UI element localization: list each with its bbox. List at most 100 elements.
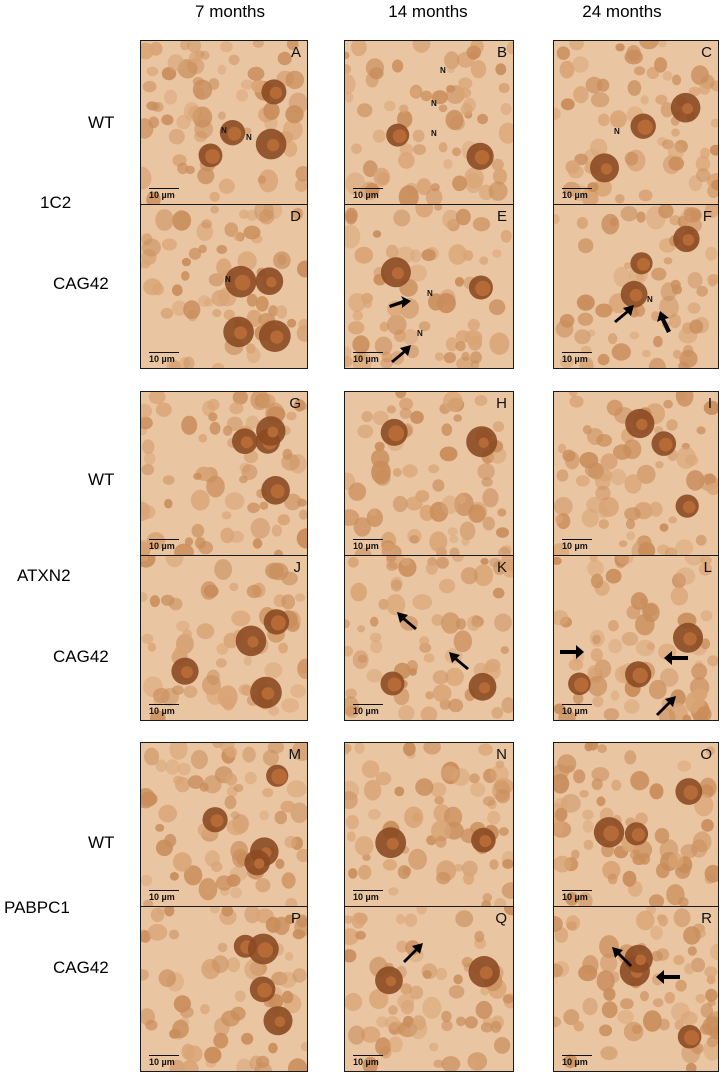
panel-letter: B bbox=[496, 44, 507, 61]
panel-letter: E bbox=[496, 208, 507, 225]
scale-bar: 10 µm bbox=[562, 890, 592, 902]
row-label-cag42-3: CAG42 bbox=[53, 958, 109, 977]
scale-bar: 10 µm bbox=[149, 890, 179, 902]
arrow-icon bbox=[397, 612, 417, 630]
nucleus-label: N bbox=[431, 129, 437, 138]
micrograph-panel-c: N C 10 µm bbox=[553, 40, 719, 205]
stain-label-pabpc1: PABPC1 bbox=[4, 898, 70, 917]
column-header-14-months: 14 months bbox=[388, 2, 468, 21]
panel-letter: P bbox=[290, 910, 301, 927]
micrograph-panel-q: Q 10 µm bbox=[344, 906, 514, 1072]
scale-bar: 10 µm bbox=[562, 352, 592, 364]
panel-letter: J bbox=[293, 559, 302, 576]
tissue-texture bbox=[554, 907, 718, 1071]
nucleus-label: N bbox=[225, 275, 231, 284]
arrow-icon bbox=[560, 645, 584, 659]
scale-bar: 10 µm bbox=[353, 890, 383, 902]
tissue-texture bbox=[345, 556, 513, 720]
tissue-texture bbox=[141, 392, 307, 555]
tissue-texture bbox=[554, 743, 718, 906]
scale-bar: 10 µm bbox=[149, 352, 179, 364]
tissue-texture bbox=[554, 392, 718, 555]
tissue-texture bbox=[345, 205, 512, 368]
row-label-wt-2: WT bbox=[88, 470, 115, 489]
micrograph-panel-a: N N A 10 µm bbox=[140, 40, 308, 205]
panel-letter: C bbox=[701, 44, 712, 61]
tissue-texture bbox=[554, 41, 718, 204]
arrow-icon bbox=[656, 696, 676, 716]
panel-letter: O bbox=[700, 746, 712, 763]
micrograph-panel-j: J 10 µm bbox=[140, 555, 308, 721]
scale-bar: 10 µm bbox=[149, 188, 179, 200]
scale-bar: 10 µm bbox=[562, 1055, 592, 1067]
panel-letter: F bbox=[702, 208, 712, 225]
tissue-texture bbox=[141, 205, 307, 368]
tissue-texture bbox=[554, 556, 718, 720]
tissue-texture bbox=[141, 556, 307, 720]
panel-letter: M bbox=[288, 746, 302, 763]
micrograph-panel-p: P 10 µm bbox=[140, 906, 308, 1072]
scale-bar: 10 µm bbox=[562, 704, 592, 716]
scale-bar: 10 µm bbox=[353, 352, 383, 364]
arrow-icon bbox=[389, 296, 411, 308]
tissue-texture bbox=[345, 41, 513, 204]
nucleus-label: N bbox=[417, 329, 423, 338]
micrograph-panel-l: L 10 µm bbox=[553, 555, 719, 721]
micrograph-panel-o: O 10 µm bbox=[553, 742, 719, 907]
column-header-7-months: 7 months bbox=[195, 2, 265, 21]
row-label-cag42-2: CAG42 bbox=[53, 647, 109, 666]
panel-letter: G bbox=[289, 395, 301, 412]
stain-label-1c2: 1C2 bbox=[40, 193, 72, 212]
micrograph-panel-d: N D 10 µm bbox=[140, 204, 308, 369]
arrow-icon bbox=[449, 652, 469, 670]
scale-bar: 10 µm bbox=[562, 539, 592, 551]
tissue-texture bbox=[345, 743, 513, 906]
scale-bar: 10 µm bbox=[353, 704, 383, 716]
arrow-icon bbox=[614, 305, 634, 323]
arrow-icon bbox=[391, 345, 411, 363]
panel-letter: K bbox=[496, 559, 507, 576]
arrow-icon bbox=[664, 651, 688, 665]
micrograph-panel-i: I 10 µm bbox=[553, 391, 719, 556]
panel-letter: H bbox=[496, 395, 507, 412]
tissue-texture bbox=[141, 41, 307, 204]
arrow-icon bbox=[657, 311, 671, 333]
row-label-wt-3: WT bbox=[88, 833, 115, 852]
panel-letter: L bbox=[703, 559, 712, 576]
panel-letter: D bbox=[290, 208, 301, 225]
tissue-texture bbox=[345, 907, 513, 1071]
scale-bar: 10 µm bbox=[149, 539, 179, 551]
panel-letter: Q bbox=[495, 910, 507, 927]
nucleus-label: N bbox=[647, 295, 653, 304]
scale-bar: 10 µm bbox=[353, 539, 383, 551]
nucleus-label: N bbox=[440, 66, 446, 75]
panel-letter: A bbox=[290, 44, 301, 61]
nucleus-label: N bbox=[246, 133, 252, 142]
micrograph-panel-f: N F 10 µm bbox=[553, 204, 719, 369]
panel-letter: R bbox=[701, 910, 712, 927]
scale-bar: 10 µm bbox=[149, 1055, 179, 1067]
micrograph-panel-n: N 10 µm bbox=[344, 742, 514, 907]
tissue-texture bbox=[345, 392, 512, 555]
scale-bar: 10 µm bbox=[353, 188, 383, 200]
arrow-icon bbox=[612, 947, 632, 967]
scale-bar: 10 µm bbox=[149, 704, 179, 716]
tissue-texture bbox=[141, 743, 307, 906]
micrograph-panel-m: M 10 µm bbox=[140, 742, 308, 907]
nucleus-label: N bbox=[427, 289, 433, 298]
micrograph-panel-b: N N N B 10 µm bbox=[344, 40, 514, 205]
micrograph-panel-h: H 10 µm bbox=[344, 391, 514, 556]
nucleus-label: N bbox=[431, 99, 437, 108]
row-label-wt-1: WT bbox=[88, 113, 115, 132]
nucleus-label: N bbox=[221, 126, 227, 135]
arrow-icon bbox=[403, 943, 423, 963]
row-label-cag42-1: CAG42 bbox=[53, 274, 109, 293]
scale-bar: 10 µm bbox=[353, 1055, 383, 1067]
stain-label-atxn2: ATXN2 bbox=[17, 566, 71, 585]
micrograph-panel-g: G 10 µm bbox=[140, 391, 308, 556]
column-header-24-months: 24 months bbox=[582, 2, 662, 21]
scale-bar: 10 µm bbox=[562, 188, 592, 200]
panel-letter: N bbox=[496, 746, 507, 763]
nucleus-label: N bbox=[614, 127, 620, 136]
micrograph-panel-k: K 10 µm bbox=[344, 555, 514, 721]
